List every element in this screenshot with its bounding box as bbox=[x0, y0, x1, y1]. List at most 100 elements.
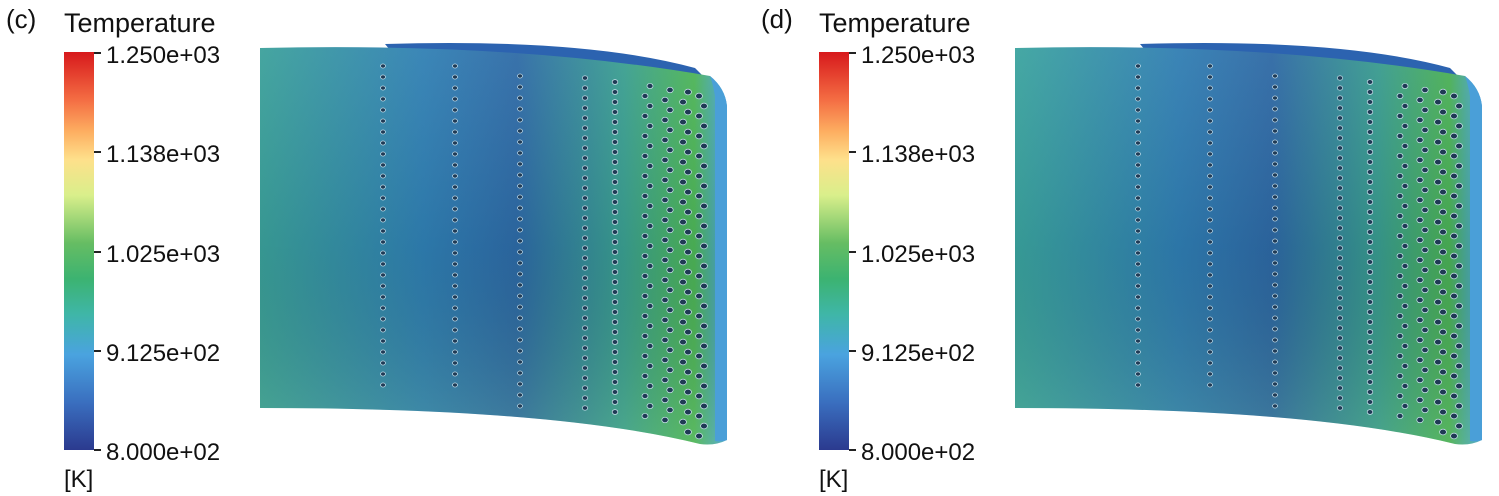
cooling-hole bbox=[1366, 189, 1374, 195]
tick-label: 9.125e+02 bbox=[861, 340, 976, 367]
cooling-hole bbox=[1421, 386, 1429, 394]
cooling-hole bbox=[1207, 294, 1213, 300]
cooling-hole bbox=[1450, 172, 1458, 180]
cooling-hole bbox=[1207, 272, 1213, 278]
cooling-hole bbox=[1366, 199, 1374, 205]
cooling-hole bbox=[1366, 89, 1374, 95]
cooling-hole bbox=[1366, 369, 1374, 375]
cooling-hole bbox=[700, 362, 708, 370]
cooling-hole bbox=[1434, 218, 1442, 226]
cooling-hole bbox=[611, 329, 619, 335]
cooling-hole bbox=[1455, 362, 1463, 370]
cooling-hole bbox=[517, 282, 523, 288]
cooling-hole bbox=[1337, 365, 1343, 371]
cooling-hole bbox=[1135, 184, 1141, 190]
cooling-hole bbox=[1272, 238, 1278, 244]
cooling-hole bbox=[1434, 138, 1442, 146]
temperature-colorbar bbox=[819, 52, 849, 450]
cooling-hole bbox=[611, 369, 619, 375]
cooling-hole bbox=[684, 308, 692, 316]
cooling-hole bbox=[611, 409, 619, 415]
cooling-hole bbox=[1434, 378, 1442, 386]
cooling-hole bbox=[684, 108, 692, 116]
cooling-hole bbox=[1396, 253, 1404, 259]
cooling-hole bbox=[1207, 316, 1213, 322]
cooling-hole bbox=[695, 212, 703, 220]
cooling-hole bbox=[1272, 260, 1278, 266]
cooling-hole bbox=[1455, 342, 1463, 350]
legend-title: Temperature bbox=[819, 8, 971, 38]
cooling-hole bbox=[684, 88, 692, 96]
cooling-hole bbox=[1272, 282, 1278, 288]
cooling-hole bbox=[1337, 355, 1343, 361]
tick-mark bbox=[94, 251, 101, 253]
cooling-hole bbox=[582, 315, 588, 321]
cooling-hole bbox=[582, 365, 588, 371]
cooling-hole bbox=[1439, 388, 1447, 396]
cooling-hole bbox=[1135, 239, 1141, 245]
cooling-hole bbox=[1207, 217, 1213, 223]
cooling-hole bbox=[1366, 279, 1374, 285]
cooling-hole bbox=[1207, 96, 1213, 102]
cooling-hole bbox=[611, 319, 619, 325]
cooling-hole bbox=[666, 126, 674, 134]
panel-c: (c) Temperature 1.250e+03 1.138e+03 1.02… bbox=[6, 4, 727, 493]
cooling-hole bbox=[666, 106, 674, 114]
cooling-hole bbox=[1272, 117, 1278, 123]
cooling-hole bbox=[611, 129, 619, 135]
cooling-hole bbox=[517, 73, 523, 79]
cooling-hole bbox=[1450, 432, 1458, 440]
cooling-hole bbox=[380, 151, 386, 157]
cooling-hole bbox=[517, 304, 523, 310]
cooling-hole bbox=[582, 405, 588, 411]
blade-top-edge bbox=[385, 43, 707, 80]
cooling-hole bbox=[517, 183, 523, 189]
cooling-hole bbox=[700, 162, 708, 170]
cooling-hole bbox=[1401, 123, 1409, 129]
cooling-hole bbox=[1207, 250, 1213, 256]
cooling-hole bbox=[661, 396, 669, 404]
cooling-hole bbox=[1439, 428, 1447, 436]
cooling-hole bbox=[1366, 149, 1374, 155]
cooling-hole bbox=[641, 413, 649, 419]
cooling-hole bbox=[1450, 132, 1458, 140]
cooling-hole bbox=[679, 178, 687, 186]
cooling-hole bbox=[1272, 95, 1278, 101]
cooling-hole bbox=[684, 148, 692, 156]
cooling-hole bbox=[646, 203, 654, 209]
cooling-hole bbox=[1421, 166, 1429, 174]
cooling-hole bbox=[1272, 403, 1278, 409]
cooling-hole bbox=[1135, 162, 1141, 168]
cooling-hole bbox=[1421, 346, 1429, 354]
cooling-hole bbox=[1401, 103, 1409, 109]
tick-label-min: 8.000e+02 bbox=[106, 439, 221, 466]
cooling-hole bbox=[1272, 216, 1278, 222]
cooling-hole bbox=[611, 389, 619, 395]
cooling-hole bbox=[611, 269, 619, 275]
cooling-hole bbox=[1416, 316, 1424, 324]
cooling-hole bbox=[1337, 245, 1343, 251]
cooling-hole bbox=[1135, 96, 1141, 102]
cooling-hole bbox=[1401, 263, 1409, 269]
cooling-hole bbox=[1439, 128, 1447, 136]
cooling-hole bbox=[611, 379, 619, 385]
cooling-hole bbox=[1439, 188, 1447, 196]
panel-label: (d) bbox=[761, 4, 793, 34]
cooling-hole bbox=[582, 355, 588, 361]
cooling-hole bbox=[1366, 209, 1374, 215]
cooling-hole bbox=[1455, 382, 1463, 390]
unit-label: [K] bbox=[819, 466, 849, 493]
cooling-hole bbox=[1337, 375, 1343, 381]
cooling-hole bbox=[582, 165, 588, 171]
cooling-hole bbox=[1396, 193, 1404, 199]
cooling-hole bbox=[666, 326, 674, 334]
cooling-hole bbox=[517, 194, 523, 200]
cooling-hole bbox=[1135, 217, 1141, 223]
tick-mark bbox=[94, 52, 101, 54]
cooling-hole bbox=[380, 349, 386, 355]
cooling-hole bbox=[1416, 396, 1424, 404]
cooling-hole bbox=[1416, 136, 1424, 144]
cooling-hole bbox=[1207, 195, 1213, 201]
cooling-hole bbox=[1434, 338, 1442, 346]
cooling-hole bbox=[1416, 236, 1424, 244]
